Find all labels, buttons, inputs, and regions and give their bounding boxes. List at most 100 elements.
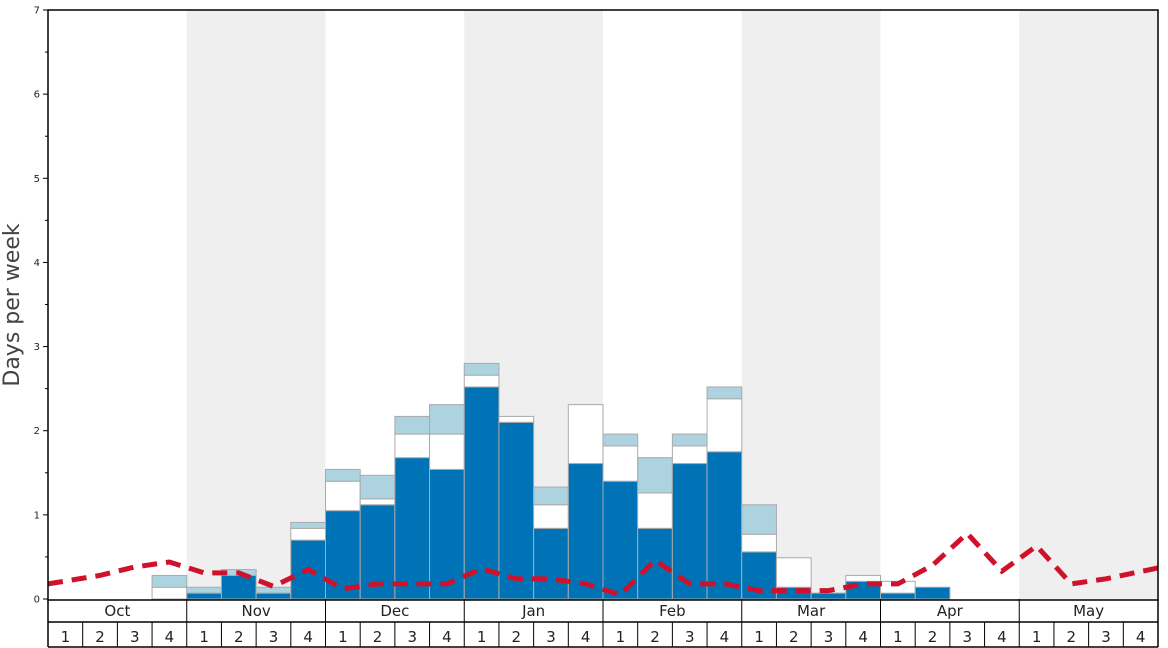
month-shading xyxy=(186,10,1158,599)
month-shade xyxy=(1019,10,1158,599)
month-label: Oct xyxy=(104,602,130,620)
bar-stacks xyxy=(151,362,951,600)
week-label: 3 xyxy=(269,628,279,646)
y-tick-label: 7 xyxy=(34,6,40,17)
bar-white-segment xyxy=(567,404,604,465)
month-label: Apr xyxy=(937,602,964,620)
month-label: Feb xyxy=(659,602,686,620)
bar-dark-segment xyxy=(255,592,292,600)
week-label: 3 xyxy=(824,628,834,646)
bar-light-segment xyxy=(325,468,361,482)
bar-light-segment xyxy=(429,404,465,435)
month-shade xyxy=(741,10,881,599)
week-label: 2 xyxy=(1067,628,1077,646)
y-axis: 0 1 2 3 4 5 6 7 xyxy=(34,6,48,606)
bar-white-segment xyxy=(151,586,188,600)
bar-dark-segment xyxy=(463,386,500,600)
bar-dark-segment xyxy=(186,592,222,600)
bar-dark-segment xyxy=(637,527,673,600)
bar-white-segment xyxy=(637,492,673,529)
week-label: 1 xyxy=(754,628,764,646)
y-tick-label: 0 xyxy=(34,595,40,606)
bar-dark-segment xyxy=(429,468,465,600)
bar-light-segment xyxy=(359,474,396,500)
week-label: 1 xyxy=(477,628,487,646)
bar-dark-segment xyxy=(914,586,951,600)
bar-dark-segment xyxy=(533,527,569,600)
month-shade xyxy=(186,10,326,599)
week-label: 4 xyxy=(581,628,591,646)
week-label: 1 xyxy=(199,628,209,646)
bar-dark-segment xyxy=(498,421,535,600)
y-tick-label: 4 xyxy=(34,258,40,269)
month-label: May xyxy=(1073,602,1104,620)
week-label: 2 xyxy=(512,628,522,646)
bar-white-segment xyxy=(671,445,708,465)
y-axis-label: Days per week xyxy=(0,223,25,386)
bar-dark-segment xyxy=(810,592,847,600)
bar-light-segment xyxy=(151,574,188,588)
week-label: 4 xyxy=(720,628,730,646)
bar-light-segment xyxy=(394,415,431,435)
week-label: 3 xyxy=(407,628,417,646)
bar-white-segment xyxy=(706,398,743,453)
month-label: Jan xyxy=(521,602,545,620)
week-label: 4 xyxy=(442,628,452,646)
week-label: 1 xyxy=(338,628,348,646)
bar-light-segment xyxy=(255,586,292,594)
y-tick-label: 2 xyxy=(34,426,40,437)
bar-dark-segment xyxy=(567,463,604,600)
dashed-line-series xyxy=(47,529,1159,598)
y-tick-label: 1 xyxy=(34,510,40,521)
bar-light-segment xyxy=(637,457,673,494)
bar-white-segment xyxy=(359,498,396,506)
bar-light-segment xyxy=(290,521,326,529)
bar-dark-segment xyxy=(220,574,257,600)
week-label: 1 xyxy=(1032,628,1042,646)
week-label: 4 xyxy=(997,628,1007,646)
week-label: 4 xyxy=(858,628,868,646)
week-label: 3 xyxy=(962,628,972,646)
y-tick-label: 3 xyxy=(34,342,40,353)
bar-white-segment xyxy=(429,433,465,470)
week-label: 2 xyxy=(928,628,938,646)
week-label: 1 xyxy=(893,628,903,646)
bar-white-segment xyxy=(741,533,777,553)
bar-white-segment xyxy=(325,480,361,512)
week-label: 4 xyxy=(303,628,313,646)
y-tick-label: 5 xyxy=(34,174,40,185)
bar-white-segment xyxy=(498,415,535,423)
bar-white-segment xyxy=(845,574,881,582)
x-axis: Oct Nov Dec Jan Feb Mar Apr May 1 2 3 4 1 2 3 4 1 2 3 4 1 2 3 4… xyxy=(47,599,1159,648)
week-label: 2 xyxy=(373,628,383,646)
week-label: 4 xyxy=(1136,628,1146,646)
bar-dark-segment xyxy=(671,463,708,600)
bar-white-segment xyxy=(533,504,569,529)
bar-light-segment xyxy=(671,433,708,447)
week-label: 2 xyxy=(95,628,105,646)
week-label: 3 xyxy=(130,628,140,646)
month-label: Nov xyxy=(241,602,270,620)
y-tick-label: 6 xyxy=(34,90,40,101)
week-label: 2 xyxy=(234,628,244,646)
bar-white-segment xyxy=(394,433,431,459)
week-label: 2 xyxy=(650,628,660,646)
bar-white-segment xyxy=(602,445,639,482)
bar-light-segment xyxy=(533,486,569,506)
week-label: 2 xyxy=(789,628,799,646)
bar-light-segment xyxy=(463,362,500,376)
bar-light-segment xyxy=(706,386,743,400)
bar-light-segment xyxy=(602,433,639,447)
month-label: Mar xyxy=(797,602,826,620)
week-label: 1 xyxy=(61,628,71,646)
week-label: 4 xyxy=(165,628,175,646)
week-label: 3 xyxy=(1101,628,1111,646)
bar-light-segment xyxy=(186,586,222,594)
bar-dark-segment xyxy=(706,451,743,600)
week-label: 3 xyxy=(546,628,556,646)
bar-white-segment xyxy=(775,557,812,588)
bar-white-segment xyxy=(463,374,500,388)
week-label: 3 xyxy=(685,628,695,646)
month-label: Dec xyxy=(380,602,409,620)
bar-light-segment xyxy=(741,504,777,535)
